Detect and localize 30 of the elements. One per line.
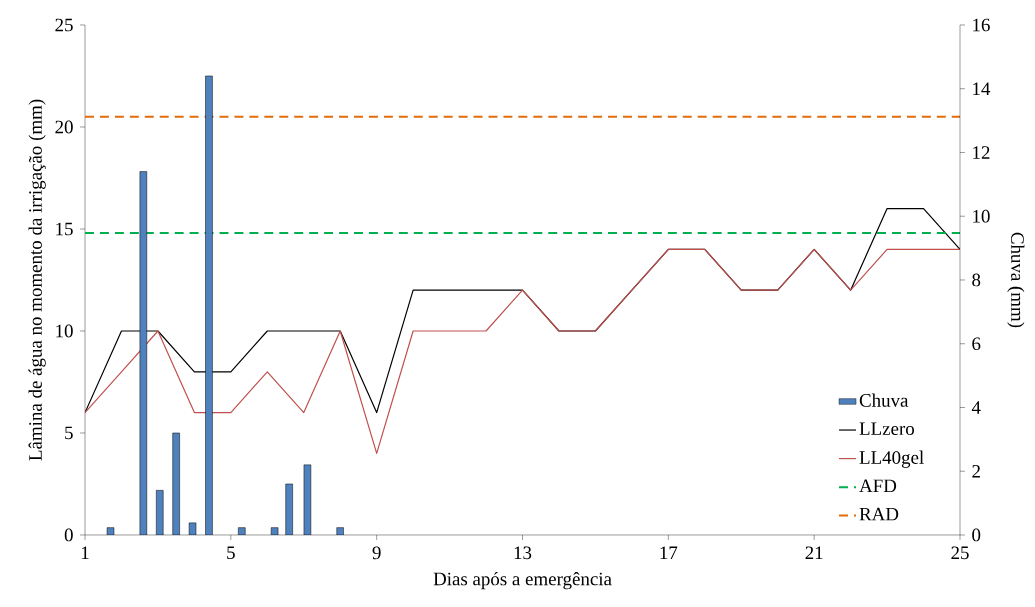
legend-label: Chuva — [859, 393, 909, 407]
y2-tick-label: 0 — [972, 528, 981, 542]
x-tick-label: 13 — [514, 546, 532, 560]
legend-label: LL40gel — [859, 450, 924, 468]
x-tick-label: 17 — [660, 546, 678, 559]
y2-tick-label: 2 — [972, 464, 980, 478]
y2-tick-label: 4 — [971, 401, 981, 414]
legend-label: LLzero — [859, 422, 914, 435]
y-axis-title: Lâmina de água no momento da irrigação (mm) — [28, 99, 46, 461]
y-tick-label: 5 — [65, 426, 73, 440]
x-tick-label: 9 — [372, 546, 381, 560]
y-tick-label: 0 — [64, 528, 73, 542]
legend-label: RAD — [859, 507, 899, 521]
y2-tick-label: 6 — [972, 337, 981, 351]
x-axis-title: Dias após a emergência — [433, 572, 612, 590]
y-tick-label: 15 — [56, 222, 73, 236]
x-tick-label: 5 — [227, 546, 235, 560]
y-tick-label: 10 — [56, 324, 73, 338]
y2-tick-label: 16 — [973, 18, 990, 32]
legend-label: AFD — [859, 479, 897, 493]
y2-tick-label: 8 — [972, 273, 981, 287]
y-tick-label: 25 — [55, 18, 73, 32]
x-tick-label: 25 — [951, 546, 969, 560]
y-tick-label: 20 — [55, 120, 73, 134]
y2-tick-label: 12 — [973, 146, 990, 159]
y2-axis-title: Chuva (mm) — [1007, 232, 1025, 328]
y2-tick-label: 10 — [973, 209, 990, 223]
y2-tick-label: 14 — [973, 82, 991, 95]
x-tick-label: 1 — [81, 546, 89, 559]
x-tick-label: 21 — [805, 546, 823, 560]
